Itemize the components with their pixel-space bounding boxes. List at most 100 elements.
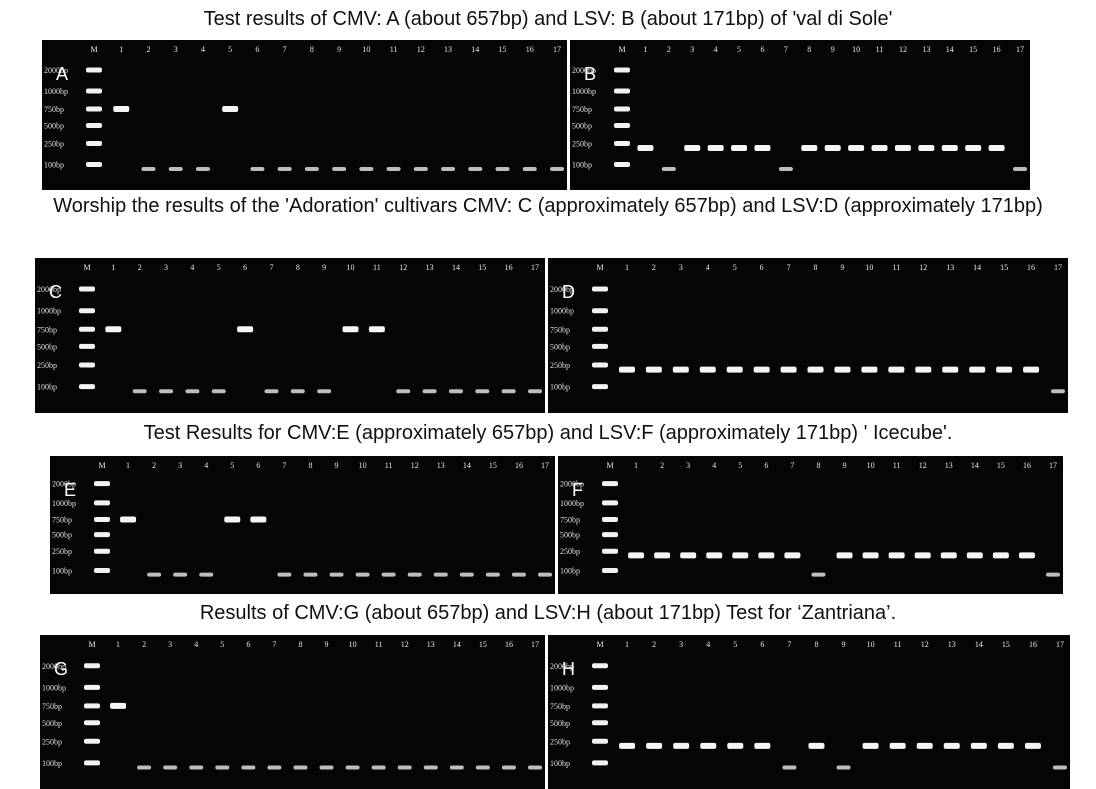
lane-label: M	[596, 263, 603, 272]
ladder-label: 1000bp	[572, 87, 596, 96]
primer-band	[1051, 389, 1065, 394]
primer-band	[290, 389, 305, 394]
gel-a: M 1 2 3 4 5 6 7 8 9 10 11 12 13 14 15 16 17 2000bp 1000bp 75…	[42, 40, 567, 190]
ladder-label: 2000bp	[44, 66, 68, 75]
ladder-label: 250bp	[550, 737, 570, 746]
product-band	[992, 552, 1009, 559]
lane-label: 11	[373, 263, 381, 272]
lane-label: 16	[526, 45, 534, 54]
product-band	[888, 366, 905, 373]
primer-band	[345, 765, 360, 770]
panel-letter: G	[54, 659, 68, 679]
lane-label: 11	[390, 45, 398, 54]
lane-label: 5	[738, 461, 742, 470]
ladder-label: 250bp	[44, 140, 64, 149]
lane-label: 5	[220, 640, 224, 649]
primer-band	[319, 765, 334, 770]
product-band	[368, 326, 385, 333]
product-band	[970, 742, 987, 749]
primer-band	[277, 572, 292, 577]
product-band	[732, 552, 749, 559]
ladder-band	[94, 516, 110, 522]
product-band	[758, 552, 775, 559]
ladder-band	[592, 703, 608, 709]
ladder-band	[592, 362, 608, 368]
ladder-label: 250bp	[560, 547, 580, 556]
product-band	[726, 366, 743, 373]
lane-label: 5	[228, 45, 232, 54]
ladder-band	[614, 141, 630, 146]
lane-label: 10	[865, 263, 873, 272]
lane-label: 9	[337, 45, 341, 54]
primer-band	[407, 572, 422, 577]
lane-label: 15	[499, 45, 507, 54]
lane-label: 14	[452, 263, 460, 272]
lane-label: 7	[787, 263, 791, 272]
primer-band	[511, 572, 526, 577]
ladder-band	[602, 548, 618, 554]
ladder-band	[79, 286, 95, 292]
lane-label: 8	[310, 45, 314, 54]
lane-label: 15	[997, 461, 1005, 470]
primer-band	[1013, 167, 1027, 171]
lane-label: 13	[437, 461, 445, 470]
ladder-band	[79, 362, 95, 368]
lane-label: 11	[876, 45, 884, 54]
ladder-band	[592, 663, 608, 669]
lane-label: 8	[814, 263, 818, 272]
ladder-band	[592, 326, 608, 332]
lane-label: 11	[893, 263, 901, 272]
lane-label: 10	[347, 263, 355, 272]
ladder-band	[614, 123, 630, 128]
primer-band	[381, 572, 396, 577]
product-band	[222, 106, 239, 112]
ladder-label: 250bp	[572, 140, 592, 149]
ladder-label: 500bp	[572, 122, 592, 131]
lane-label: 10	[349, 640, 357, 649]
product-band	[801, 145, 818, 151]
lane-label: 17	[531, 640, 539, 649]
primer-band	[332, 167, 347, 171]
primer-band	[528, 765, 542, 770]
lane-label: 13	[946, 263, 954, 272]
product-band	[861, 366, 878, 373]
primer-band	[396, 389, 411, 394]
panel-letter: B	[584, 64, 596, 84]
ladder-band	[592, 308, 608, 314]
lane-label: M	[596, 640, 603, 649]
product-band	[700, 742, 717, 749]
primer-band	[495, 167, 510, 171]
lane-label: 14	[453, 640, 461, 649]
ladder-label: 500bp	[550, 342, 570, 351]
lane-label: 7	[790, 461, 794, 470]
product-band	[888, 552, 905, 559]
lane-label: 14	[973, 263, 981, 272]
lane-label: 6	[256, 461, 260, 470]
panel-letter: F	[572, 480, 583, 500]
lane-label: 2	[652, 263, 656, 272]
product-band	[645, 366, 662, 373]
lane-label: 3	[679, 263, 683, 272]
primer-band	[459, 572, 474, 577]
ladder-band	[79, 326, 95, 332]
primer-band	[397, 765, 412, 770]
caption-ef: Test Results for CMV:E (approximately 65…	[143, 422, 953, 444]
product-band	[916, 742, 933, 749]
primer-band	[329, 572, 344, 577]
lane-label: 5	[733, 263, 737, 272]
primer-band	[241, 765, 256, 770]
primer-band	[1046, 572, 1060, 577]
lane-label: 2	[138, 263, 142, 272]
product-band	[914, 552, 931, 559]
ladder-label: 500bp	[550, 719, 570, 728]
ladder-label: 2000bp	[42, 662, 66, 671]
lane-label: 13	[922, 45, 930, 54]
ladder-label: 250bp	[42, 737, 62, 746]
product-band	[618, 366, 635, 373]
ladder-band	[94, 500, 110, 506]
ladder-label: 100bp	[44, 161, 64, 170]
product-band	[105, 326, 122, 333]
lane-label: 8	[296, 263, 300, 272]
lane-label: 16	[1029, 640, 1037, 649]
product-band	[862, 742, 879, 749]
